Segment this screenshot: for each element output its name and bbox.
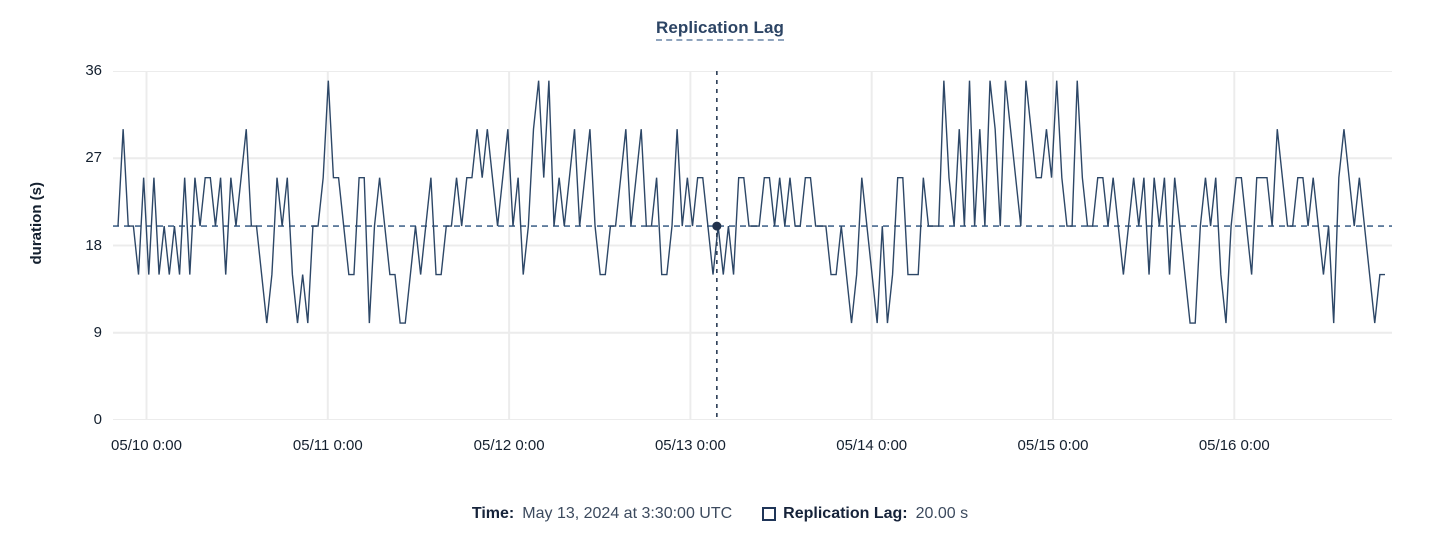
series-line-replication-lag: [117, 80, 1385, 324]
x-axis-tick-label: 05/12 0:00: [473, 437, 545, 454]
y-axis-tick-label: 0: [93, 411, 102, 428]
plot-svg: [113, 71, 1392, 420]
x-axis-tick-label: 05/13 0:00: [654, 437, 726, 454]
footer-series-value: 20.00 s: [915, 505, 969, 522]
footer-time: Time: May 13, 2024 at 3:30:00 UTC: [472, 505, 732, 523]
y-axis-tick-label: 36: [85, 62, 102, 79]
cursor-point-marker: [712, 221, 722, 231]
x-axis-tick-label: 05/14 0:00: [836, 437, 908, 454]
x-axis-tick-label: 05/10 0:00: [111, 437, 182, 454]
vertical-gridlines: [145, 71, 1236, 420]
x-axis-tick-label: 05/15 0:00: [1017, 437, 1089, 454]
x-axis-tick-label: 05/16 0:00: [1198, 437, 1270, 454]
x-axis-tick-label: 05/11 0:00: [292, 437, 363, 454]
y-axis-tick-label: 27: [85, 149, 102, 167]
plot-area[interactable]: [113, 71, 1392, 420]
footer-time-label: Time:: [471, 505, 515, 522]
footer-series-label: Replication Lag:: [783, 505, 908, 522]
chart-title: Replication Lag: [0, 18, 1440, 41]
legend-swatch-icon: [762, 507, 777, 521]
footer-time-value: May 13, 2024 at 3:30:00 UTC: [522, 505, 733, 522]
chart-title-text: Replication Lag: [655, 18, 785, 41]
y-axis-tick-label: 18: [85, 236, 102, 254]
y-axis-tick-label: 9: [93, 323, 102, 341]
horizontal-gridlines: [113, 71, 1392, 420]
chart-footer: Time: May 13, 2024 at 3:30:00 UTC Replic…: [0, 505, 1440, 523]
footer-series: Replication Lag: 20.00 s: [762, 505, 968, 523]
